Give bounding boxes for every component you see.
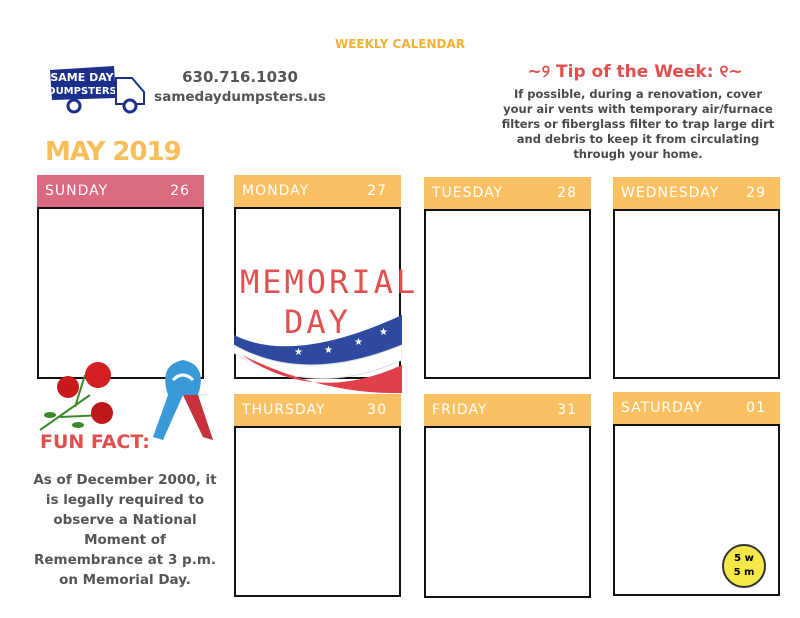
day-date: 01 — [746, 400, 766, 416]
day-date: 31 — [557, 402, 577, 418]
day-header-friday: FRIDAY 31 — [424, 394, 591, 426]
day-header-saturday: SATURDAY 01 — [613, 392, 780, 424]
tip-title-text: Tip of the Week: — [556, 62, 714, 82]
day-name: SATURDAY — [621, 400, 703, 416]
day-name: SUNDAY — [45, 183, 109, 199]
flourish-icon: ~୨ — [527, 62, 557, 82]
day-name: WEDNESDAY — [621, 185, 720, 201]
day-box-sunday[interactable] — [37, 207, 204, 379]
svg-text:★: ★ — [354, 337, 363, 348]
day-name: FRIDAY — [432, 402, 488, 418]
memorial-day-text: MEMORIAL DAY — [240, 262, 419, 342]
day-date: 26 — [170, 183, 190, 199]
svg-text:★: ★ — [379, 327, 388, 338]
day-date: 27 — [367, 183, 387, 199]
svg-text:DUMPSTERS: DUMPSTERS — [48, 86, 117, 97]
contact-info: 630.716.1030 samedaydumpsters.us — [150, 68, 330, 105]
day-header-thursday: THURSDAY 30 — [234, 394, 401, 426]
svg-text:★: ★ — [324, 345, 333, 356]
roses-icon — [39, 362, 113, 431]
day-name: TUESDAY — [432, 185, 504, 201]
day-box-wednesday[interactable] — [613, 209, 780, 379]
phone-number: 630.716.1030 — [182, 68, 298, 86]
flourish-icon: ୧~ — [713, 62, 743, 82]
svg-text:SAME DAY: SAME DAY — [50, 71, 114, 84]
svg-text:★: ★ — [294, 347, 303, 358]
day-header-monday: MONDAY 27 — [234, 175, 401, 207]
day-header-wednesday: WEDNESDAY 29 — [613, 177, 780, 209]
ribbon-icon — [153, 360, 213, 440]
badge-line2: 5 m — [733, 567, 755, 578]
tip-text: If possible, during a renovation, cover … — [501, 87, 775, 161]
day-date: 28 — [557, 185, 577, 201]
tip-title: ~୨ Tip of the Week: ୧~ — [515, 62, 755, 82]
day-date: 29 — [746, 185, 766, 201]
day-box-tuesday[interactable] — [424, 209, 591, 379]
day-box-thursday[interactable] — [234, 426, 401, 597]
day-box-friday[interactable] — [424, 426, 591, 598]
day-header-sunday: SUNDAY 26 — [37, 175, 204, 207]
day-date: 30 — [367, 402, 387, 418]
page-title: WEEKLY CALENDAR — [334, 37, 466, 51]
fun-fact-text: As of December 2000, it is legally requi… — [33, 472, 217, 588]
badge-line1: 5 w — [734, 553, 754, 564]
flag-wave-icon: ★ ★ ★ ★ — [234, 315, 402, 394]
memorial-line2: DAY — [284, 303, 351, 341]
day-name: THURSDAY — [242, 402, 326, 418]
day-header-tuesday: TUESDAY 28 — [424, 177, 591, 209]
month-title: MAY 2019 — [45, 137, 182, 167]
fun-fact-title: FUN FACT: — [40, 431, 150, 453]
website-link[interactable]: samedaydumpsters.us — [154, 89, 326, 105]
logo-truck-icon: SAME DAY DUMPSTERS — [48, 66, 145, 114]
memorial-line1: MEMORIAL — [240, 263, 419, 301]
day-name: MONDAY — [242, 183, 310, 199]
